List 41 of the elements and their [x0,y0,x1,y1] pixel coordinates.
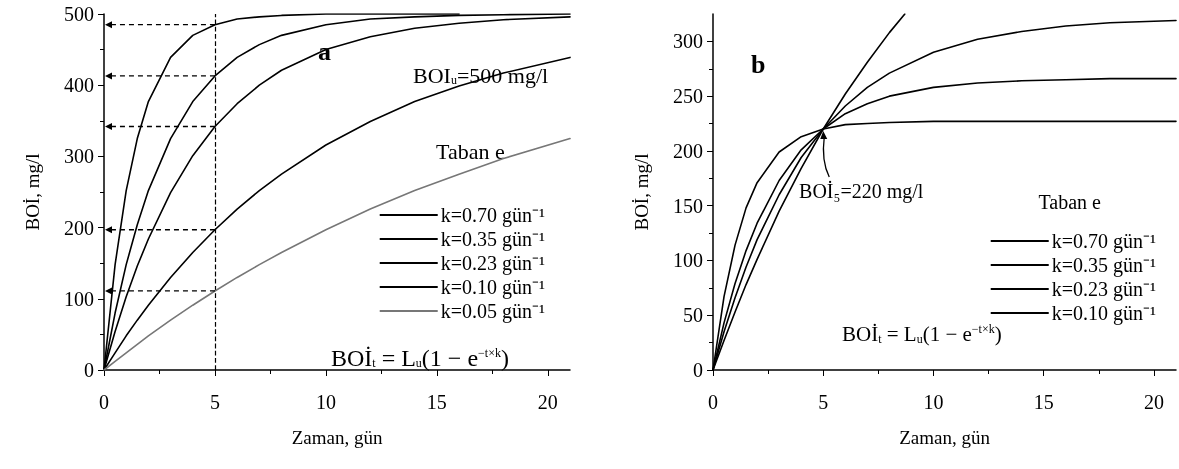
y-axis-title: BOİ, mg/l [22,153,43,231]
legend-title: Taban e [1038,191,1102,213]
x-tick-label: 0 [99,391,109,413]
y-tick-label: 0 [84,359,94,381]
x-axis-title: Zaman, gün [899,427,991,448]
legend-label: k=0.70 gün⁻¹ [440,204,546,227]
legend-label: k=0.23 gün⁻¹ [1051,278,1157,301]
y-tick-label: 100 [64,287,94,310]
x-tick-label: 5 [209,391,220,413]
legend-label: k=0.70 gün⁻¹ [1051,230,1157,253]
y-tick-label: 400 [64,74,94,97]
x-tick-label: 15 [426,391,447,413]
y-tick-label: 250 [673,85,703,108]
legend-label: k=0.23 gün⁻¹ [440,252,546,275]
x-tick-label: 20 [1143,391,1164,413]
x-tick-label: 10 [315,391,336,413]
y-axis-title: BOİ, mg/l [631,153,652,231]
x-tick-label: 20 [537,391,558,413]
y-tick-label: 500 [64,3,94,25]
y-tick-label: 0 [693,359,703,381]
legend-label: k=0.35 gün⁻¹ [1051,254,1157,277]
x-axis-title: Zaman, gün [291,427,383,448]
x-tick-label: 0 [708,391,718,413]
annotation: Taban e [436,138,505,164]
legend-label: k=0.05 gün⁻¹ [440,300,546,323]
y-tick-label: 300 [673,30,703,53]
annotation: BOİ₅=220 mg/l [799,180,924,204]
y-tick-label: 200 [673,139,703,162]
annotation: b [751,49,766,79]
annotation: BOIu=500 mg/l [413,62,549,88]
y-tick-label: 50 [683,304,703,327]
legend-label: k=0.10 gün⁻¹ [440,276,546,299]
x-tick-label: 5 [818,391,829,413]
y-tick-label: 200 [64,216,94,239]
legend-label: k=0.35 gün⁻¹ [440,228,546,251]
y-tick-label: 300 [64,145,94,168]
x-tick-label: 15 [1033,391,1054,413]
legend-label: k=0.10 gün⁻¹ [1051,302,1157,325]
y-tick-label: 100 [673,249,703,272]
x-tick-label: 10 [923,391,944,413]
y-tick-label: 150 [673,194,703,217]
